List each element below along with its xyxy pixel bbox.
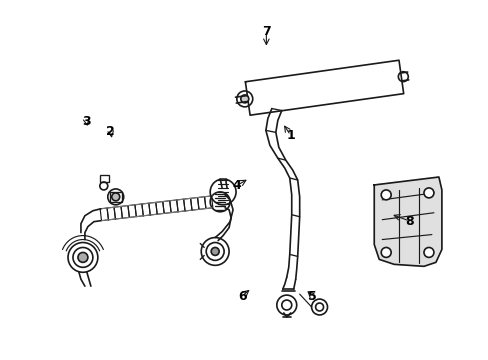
Circle shape: [381, 247, 390, 257]
Polygon shape: [373, 177, 441, 266]
Text: 3: 3: [82, 114, 91, 127]
Text: 6: 6: [237, 289, 246, 303]
Bar: [109, 192, 122, 202]
Text: 8: 8: [405, 215, 413, 228]
Circle shape: [423, 247, 433, 257]
Text: 2: 2: [106, 125, 115, 138]
Circle shape: [423, 188, 433, 198]
Circle shape: [211, 247, 219, 255]
Circle shape: [112, 193, 120, 201]
Circle shape: [78, 252, 88, 262]
Bar: [100, 175, 108, 182]
Circle shape: [381, 190, 390, 200]
Text: 7: 7: [262, 25, 270, 38]
Text: 5: 5: [307, 289, 316, 303]
Circle shape: [240, 95, 248, 103]
Text: 4: 4: [232, 179, 241, 192]
Text: 1: 1: [286, 129, 294, 142]
